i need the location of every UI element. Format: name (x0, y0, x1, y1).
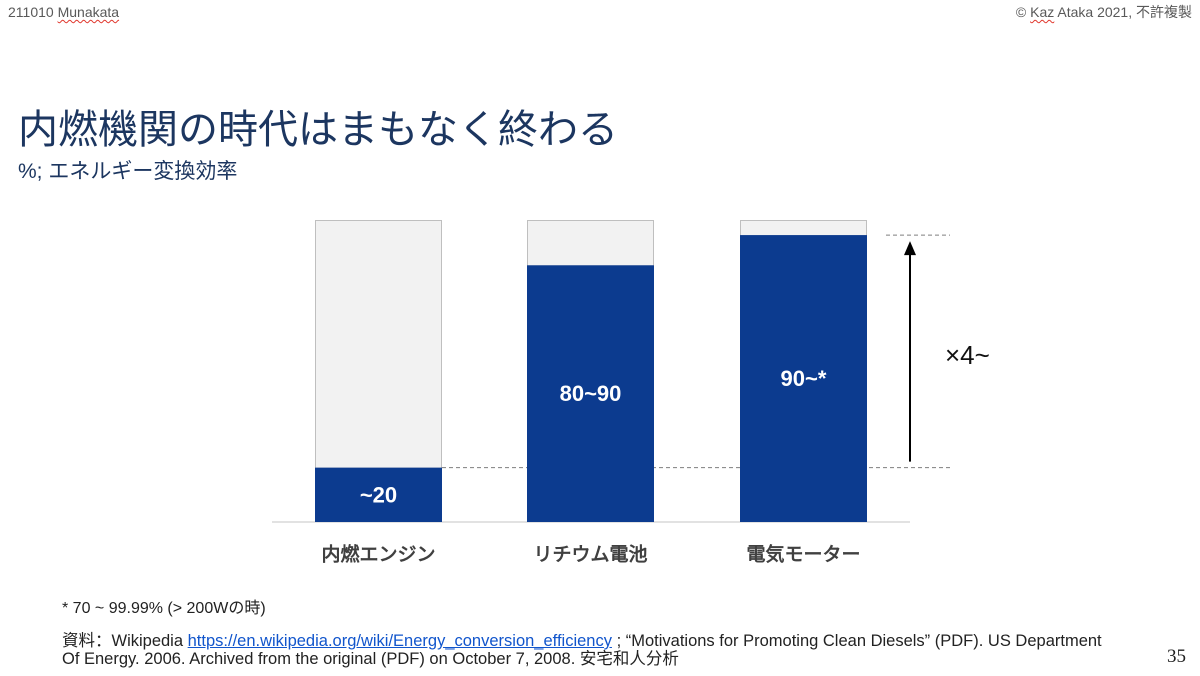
source-line-2: Of Energy. 2006. Archived from the origi… (62, 650, 679, 668)
efficiency-bar-segment (315, 467, 442, 522)
source-link[interactable]: https://en.wikipedia.org/wiki/Energy_con… (187, 632, 612, 650)
source-line-1: 資料：Wikipedia https://en.wikipedia.org/wi… (62, 632, 1102, 650)
efficiency-bar-segment (527, 265, 654, 522)
copyright-symbol: © (1015, 4, 1027, 20)
bar-data-label: 80~90 (560, 381, 622, 406)
bar-data-label: 90~* (781, 366, 827, 391)
page-number: 35 (1167, 646, 1186, 667)
loss-bar-segment (740, 220, 867, 237)
increase-arrow-head (904, 241, 916, 256)
slide-subtitle: %; エネルギー変換効率 (18, 160, 238, 183)
multiplier-annotation: ×4~ (945, 340, 990, 370)
efficiency-bar-segment (740, 235, 867, 522)
bar-data-label: ~20 (360, 482, 397, 507)
header-session-label: 211010 Munakata (8, 3, 119, 21)
source-site: 資料：Wikipedia (62, 632, 184, 650)
header-date: 211010 (8, 4, 54, 20)
copyright-rest: Ataka 2021, 不許複製 (1057, 4, 1192, 20)
category-label: リチウム電池 (533, 543, 647, 566)
source-citation: 資料：Wikipedia https://en.wikipedia.org/wi… (62, 632, 1102, 668)
category-label: 内燃エンジン (321, 543, 435, 566)
loss-bar-segment (315, 220, 442, 469)
header-copyright: © Kaz Ataka 2021, 不許複製 (1016, 3, 1192, 21)
efficiency-bar-chart: ~20 内燃エンジン 80~90 リチウム電池 90~* 電気モーター ×4~ (272, 220, 990, 566)
loss-bar-segment (527, 220, 654, 267)
source-text: ; “Motivations for Promoting Clean Diese… (616, 632, 1102, 650)
slide-title: 内燃機関の時代はまもなく終わる (18, 108, 618, 152)
copyright-author-first: Kaz (1030, 4, 1055, 20)
header-place: Munakata (57, 4, 120, 20)
category-label: 電気モーター (746, 543, 860, 566)
footnote: * 70 ~ 99.99% (> 200Wの時) (62, 600, 266, 617)
